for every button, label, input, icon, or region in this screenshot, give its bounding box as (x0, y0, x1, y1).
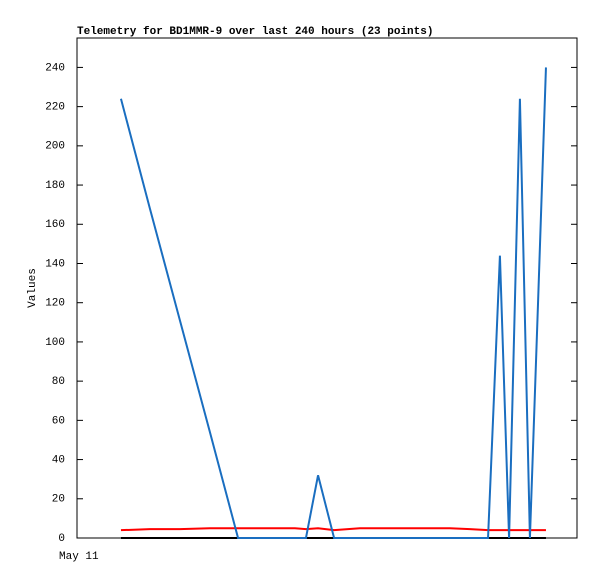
series-line (119, 67, 547, 539)
y-tick-label: 200 (45, 141, 65, 153)
y-tick-label: 60 (52, 415, 65, 427)
y-tick-label: 40 (52, 454, 65, 466)
y-tick-label: 80 (52, 376, 65, 388)
y-tick-label: 180 (45, 180, 65, 192)
plot-frame (76, 37, 578, 539)
y-tick-label: 240 (45, 62, 65, 74)
series-line (120, 527, 546, 532)
y-tick-label: 220 (45, 102, 65, 114)
y-tick-label: 0 (58, 533, 65, 545)
y-tick-label: 140 (45, 258, 65, 270)
x-tick-label: May 11 (59, 551, 99, 563)
chart-title: Telemetry for BD1MMR-9 over last 240 hou… (77, 26, 433, 38)
y-tick-label: 20 (52, 494, 65, 506)
y-tick-label: 160 (45, 219, 65, 231)
y-tick-label: 100 (45, 337, 65, 349)
y-tick-label: 120 (45, 298, 65, 310)
y-axis-label: Values (27, 268, 39, 308)
